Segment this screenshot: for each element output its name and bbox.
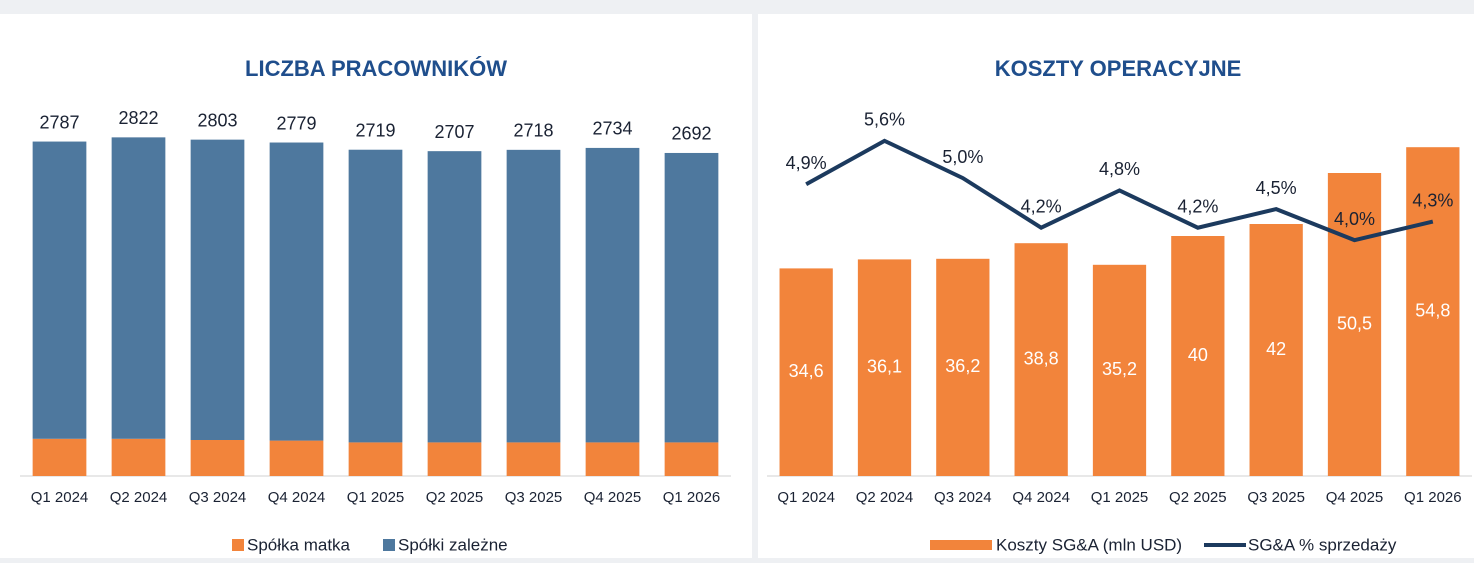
bar-segment (506, 442, 561, 476)
line-label: 4,9% (786, 153, 827, 173)
chart-title: KOSZTY OPERACYJNE (995, 56, 1242, 81)
x-tick-label: Q2 2024 (856, 489, 914, 506)
legend-swatch (383, 539, 395, 551)
total-label: 2822 (118, 108, 158, 128)
bar-label: 54,8 (1415, 300, 1450, 320)
bar-segment (111, 137, 166, 439)
legend-swatch (232, 539, 244, 551)
line-label: 4,8% (1099, 159, 1140, 179)
bar-segment (32, 438, 87, 476)
x-tick-label: Q1 2026 (1404, 489, 1462, 506)
bar (936, 258, 990, 476)
bar-label: 36,1 (867, 356, 902, 376)
line-label: 4,3% (1412, 190, 1453, 210)
total-label: 2734 (592, 119, 632, 139)
bar (1327, 173, 1382, 476)
x-tick-label: Q1 2025 (1091, 489, 1149, 506)
x-tick-label: Q4 2025 (584, 489, 642, 506)
bar (1406, 147, 1460, 476)
x-tick-label: Q2 2025 (426, 489, 484, 506)
bar (1092, 264, 1147, 476)
total-label: 2719 (355, 120, 395, 140)
legend-label: Spółka matka (247, 535, 351, 554)
bar-segment (506, 149, 561, 443)
bar (779, 268, 833, 476)
total-label: 2707 (434, 122, 474, 142)
x-tick-label: Q4 2024 (268, 489, 326, 506)
bar-segment (664, 442, 719, 476)
bar-segment (585, 442, 640, 476)
bar-segment (111, 438, 166, 476)
x-tick-label: Q1 2024 (31, 489, 89, 506)
bar-label: 36,2 (945, 356, 980, 376)
bar (1249, 224, 1303, 476)
x-tick-label: Q3 2024 (934, 489, 992, 506)
line-label: 5,6% (864, 110, 905, 130)
bar-label: 34,6 (789, 361, 824, 381)
line (805, 138, 1434, 243)
line-label: 4,2% (1021, 196, 1062, 216)
x-tick-label: Q2 2025 (1169, 489, 1227, 506)
x-tick-label: Q3 2025 (505, 489, 563, 506)
total-label: 2692 (671, 124, 711, 144)
x-tick-label: Q3 2025 (1247, 489, 1305, 506)
bar-label: 38,8 (1024, 348, 1059, 368)
total-label: 2803 (197, 110, 237, 130)
bar (1171, 236, 1225, 476)
x-tick-label: Q4 2024 (1012, 489, 1070, 506)
bar (857, 259, 912, 476)
bar-segment (348, 149, 403, 443)
bar-segment (190, 139, 245, 440)
legend-label: Spółki zależne (398, 535, 508, 554)
bar-segment (32, 141, 87, 439)
bar-segment (427, 442, 482, 476)
bar-segment (664, 152, 719, 443)
chart-title: LICZBA PRACOWNIKÓW (245, 56, 507, 81)
bar-segment (585, 147, 640, 443)
legend-label: SG&A % sprzedaży (1248, 535, 1397, 554)
bar-segment (427, 151, 482, 443)
bar-segment (269, 440, 324, 476)
total-label: 2787 (39, 112, 79, 132)
bar-segment (269, 142, 324, 441)
x-tick-label: Q3 2024 (189, 489, 247, 506)
bar-segment (348, 442, 403, 476)
line-label: 4,0% (1334, 209, 1375, 229)
bar-label: 42 (1266, 339, 1286, 359)
x-tick-label: Q1 2024 (777, 489, 835, 506)
line-label: 4,5% (1256, 178, 1297, 198)
bar-label: 40 (1188, 345, 1208, 365)
legend-swatch (930, 540, 992, 550)
x-tick-label: Q1 2026 (663, 489, 721, 506)
legend-label: Koszty SG&A (mln USD) (996, 535, 1182, 554)
bar-label: 50,5 (1337, 313, 1372, 333)
bar-label: 35,2 (1102, 359, 1137, 379)
x-tick-label: Q1 2025 (347, 489, 405, 506)
x-tick-label: Q4 2025 (1326, 489, 1384, 506)
bar-segment (190, 440, 245, 476)
x-tick-label: Q2 2024 (110, 489, 168, 506)
line-label: 4,2% (1177, 196, 1218, 216)
total-label: 2779 (276, 113, 316, 133)
bar (1014, 243, 1068, 476)
line-label: 5,0% (942, 147, 983, 167)
total-label: 2718 (513, 121, 553, 141)
